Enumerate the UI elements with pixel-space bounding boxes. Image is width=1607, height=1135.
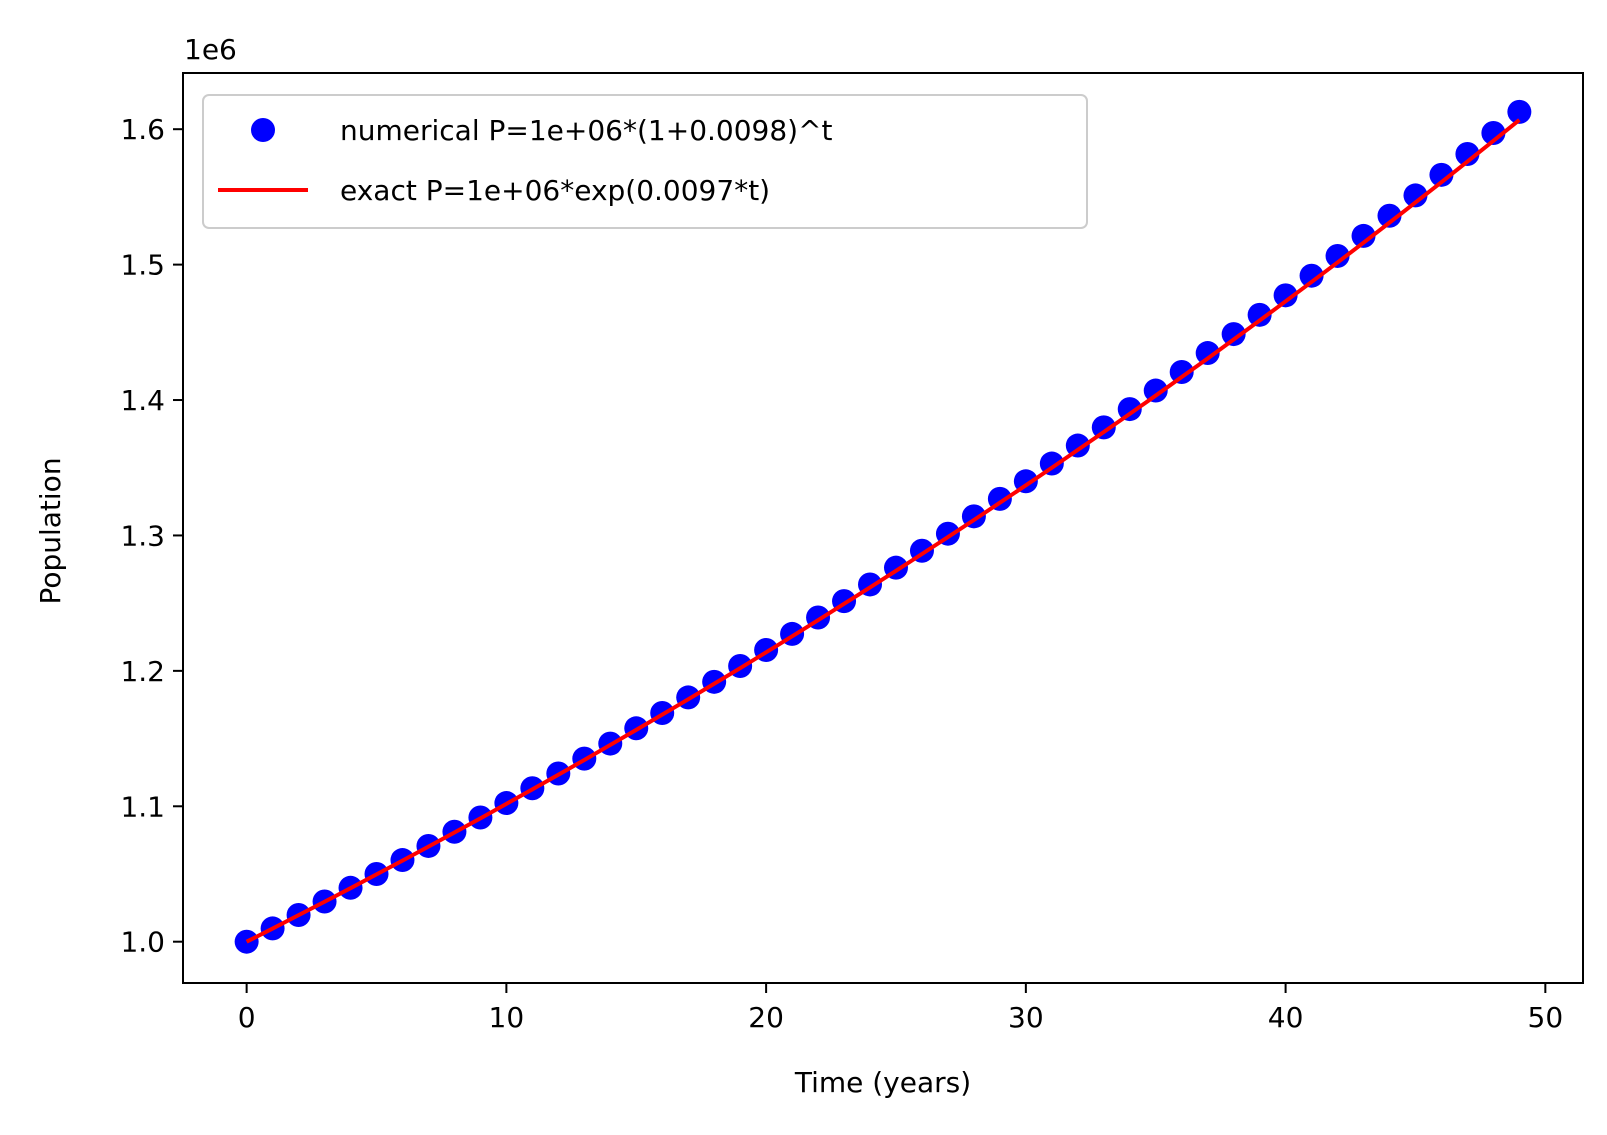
y-tick-label: 1.4 bbox=[120, 384, 165, 417]
data-point bbox=[1507, 99, 1532, 124]
data-point bbox=[1247, 302, 1272, 327]
y-tick-label: 1.2 bbox=[120, 655, 165, 688]
data-point bbox=[1221, 322, 1246, 347]
data-point bbox=[1325, 243, 1350, 268]
data-point bbox=[1065, 433, 1090, 458]
y-offset-label: 1e6 bbox=[184, 33, 237, 66]
data-point bbox=[1299, 263, 1324, 288]
x-tick-label: 40 bbox=[1268, 1001, 1304, 1034]
x-tick-label: 10 bbox=[489, 1001, 525, 1034]
x-axis-label: Time (years) bbox=[794, 1066, 971, 1099]
series-line-exact bbox=[245, 118, 1521, 944]
x-tick-label: 30 bbox=[1008, 1001, 1044, 1034]
data-point bbox=[1117, 397, 1142, 422]
legend: numerical P=1e+06*(1+0.0098)^t exact P=1… bbox=[202, 94, 1088, 229]
legend-label-exact: exact P=1e+06*exp(0.0097*t) bbox=[340, 174, 770, 207]
data-point bbox=[1429, 162, 1454, 187]
data-point bbox=[1481, 120, 1506, 145]
x-tick-label: 50 bbox=[1528, 1001, 1564, 1034]
data-point bbox=[1169, 360, 1194, 384]
data-point bbox=[1091, 415, 1116, 440]
data-point bbox=[1143, 378, 1168, 403]
legend-marker-numerical bbox=[251, 118, 275, 142]
data-point bbox=[1403, 183, 1428, 208]
y-tick-label: 1.3 bbox=[120, 519, 165, 552]
y-tick-label: 1.6 bbox=[120, 113, 165, 146]
legend-label-numerical: numerical P=1e+06*(1+0.0098)^t bbox=[340, 114, 833, 147]
y-tick-label: 1.1 bbox=[120, 790, 165, 823]
x-tick-label: 0 bbox=[238, 1001, 256, 1034]
y-tick-label: 1.5 bbox=[120, 249, 165, 282]
data-point bbox=[1273, 283, 1298, 308]
axes: 0 10 20 30 40 50 1.0 1.1 1.2 1.3 1.4 1.5 1.6 bbox=[120, 72, 1584, 1034]
axes-frame bbox=[182, 72, 1584, 984]
x-tick-label: 20 bbox=[748, 1001, 784, 1034]
y-tick-label: 1.0 bbox=[120, 926, 165, 959]
data-point bbox=[1195, 341, 1220, 366]
plot-area bbox=[234, 99, 1532, 954]
y-axis-label: Population bbox=[34, 457, 67, 604]
data-point bbox=[1377, 203, 1402, 228]
data-point bbox=[1455, 141, 1480, 166]
data-point bbox=[1351, 223, 1376, 248]
legend-box bbox=[202, 94, 1088, 229]
